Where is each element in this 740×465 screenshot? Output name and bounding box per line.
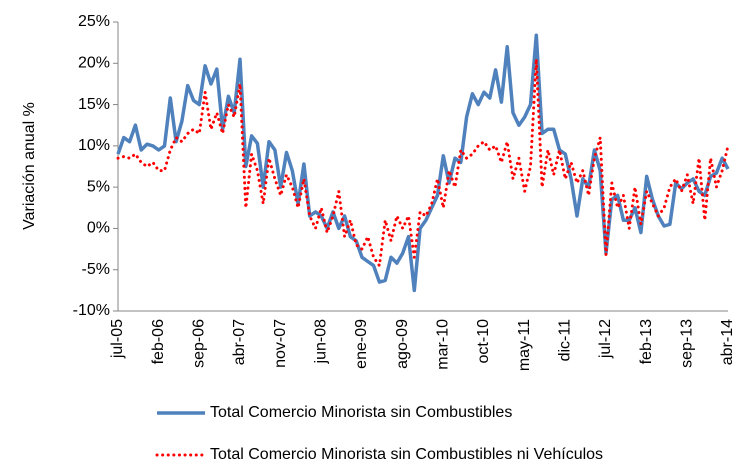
y-tick-label: 15% [78, 96, 110, 113]
y-tick-label: -5% [82, 261, 110, 278]
y-tick-label: -10% [73, 302, 110, 319]
x-tick-label: sep-13 [679, 319, 696, 368]
x-tick-label: ago-09 [394, 319, 411, 369]
x-tick-label: oct-10 [475, 319, 492, 364]
y-tick-label: 25% [78, 13, 110, 30]
y-tick-label: 5% [87, 178, 110, 195]
x-tick-label: may-11 [516, 319, 533, 371]
y-axis-title: Variación anual % [21, 102, 38, 230]
x-tick-label: jul-05 [109, 319, 126, 359]
series-line [116, 33, 730, 293]
x-tick-label: nov-07 [272, 319, 289, 368]
x-tick-label: sep-06 [191, 319, 208, 368]
x-tick-label: dic-11 [557, 319, 574, 361]
legend-label: Total Comercio Minorista sin Combustible… [210, 446, 603, 463]
x-tick-label: mar-10 [435, 319, 452, 370]
x-tick-label: ene-09 [353, 319, 370, 369]
x-tick-label: abr-14 [719, 319, 736, 365]
x-tick-label: jun-08 [313, 319, 330, 365]
legend-label: Total Comercio Minorista sin Combustible… [210, 404, 512, 421]
x-tick-label: feb-06 [150, 319, 167, 364]
y-tick-label: 20% [78, 55, 110, 72]
x-tick-label: feb-13 [638, 319, 655, 364]
y-tick-label: 0% [87, 220, 110, 237]
y-tick-label: 10% [78, 137, 110, 154]
series-line [116, 57, 730, 268]
x-tick-label: jul-12 [597, 319, 614, 359]
x-tick-label: abr-07 [231, 319, 248, 365]
